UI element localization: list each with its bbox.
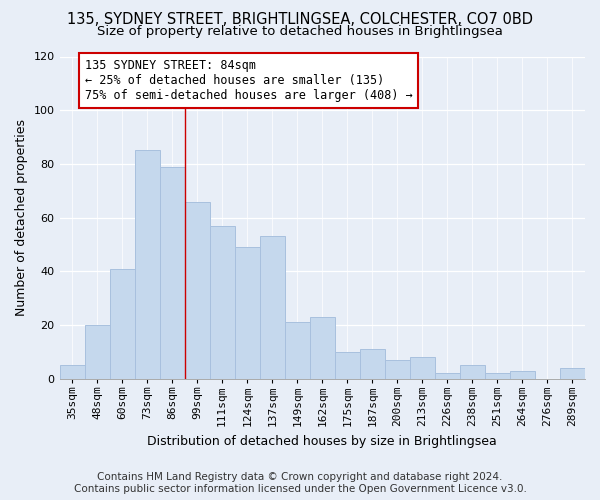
Bar (110, 268, 134, 378)
Bar (160, 166, 185, 378)
Bar (435, 374, 460, 378)
Bar (485, 374, 510, 378)
Bar (360, 349, 385, 378)
Bar (285, 322, 310, 378)
Bar (310, 317, 335, 378)
Bar (134, 150, 160, 378)
Text: 135 SYDNEY STREET: 84sqm
← 25% of detached houses are smaller (135)
75% of semi-: 135 SYDNEY STREET: 84sqm ← 25% of detach… (85, 59, 412, 102)
Bar (510, 370, 535, 378)
Bar (335, 352, 360, 378)
Text: 135, SYDNEY STREET, BRIGHTLINGSEA, COLCHESTER, CO7 0BD: 135, SYDNEY STREET, BRIGHTLINGSEA, COLCH… (67, 12, 533, 28)
Bar (410, 357, 435, 378)
Bar (460, 366, 485, 378)
Bar (85, 325, 110, 378)
Bar (185, 202, 209, 378)
Text: Size of property relative to detached houses in Brightlingsea: Size of property relative to detached ho… (97, 25, 503, 38)
Bar (260, 236, 285, 378)
Y-axis label: Number of detached properties: Number of detached properties (15, 119, 28, 316)
Bar (235, 247, 260, 378)
X-axis label: Distribution of detached houses by size in Brightlingsea: Distribution of detached houses by size … (148, 434, 497, 448)
Text: Contains HM Land Registry data © Crown copyright and database right 2024.
Contai: Contains HM Land Registry data © Crown c… (74, 472, 526, 494)
Bar (59, 366, 85, 378)
Bar (560, 368, 585, 378)
Bar (385, 360, 410, 378)
Bar (209, 226, 235, 378)
